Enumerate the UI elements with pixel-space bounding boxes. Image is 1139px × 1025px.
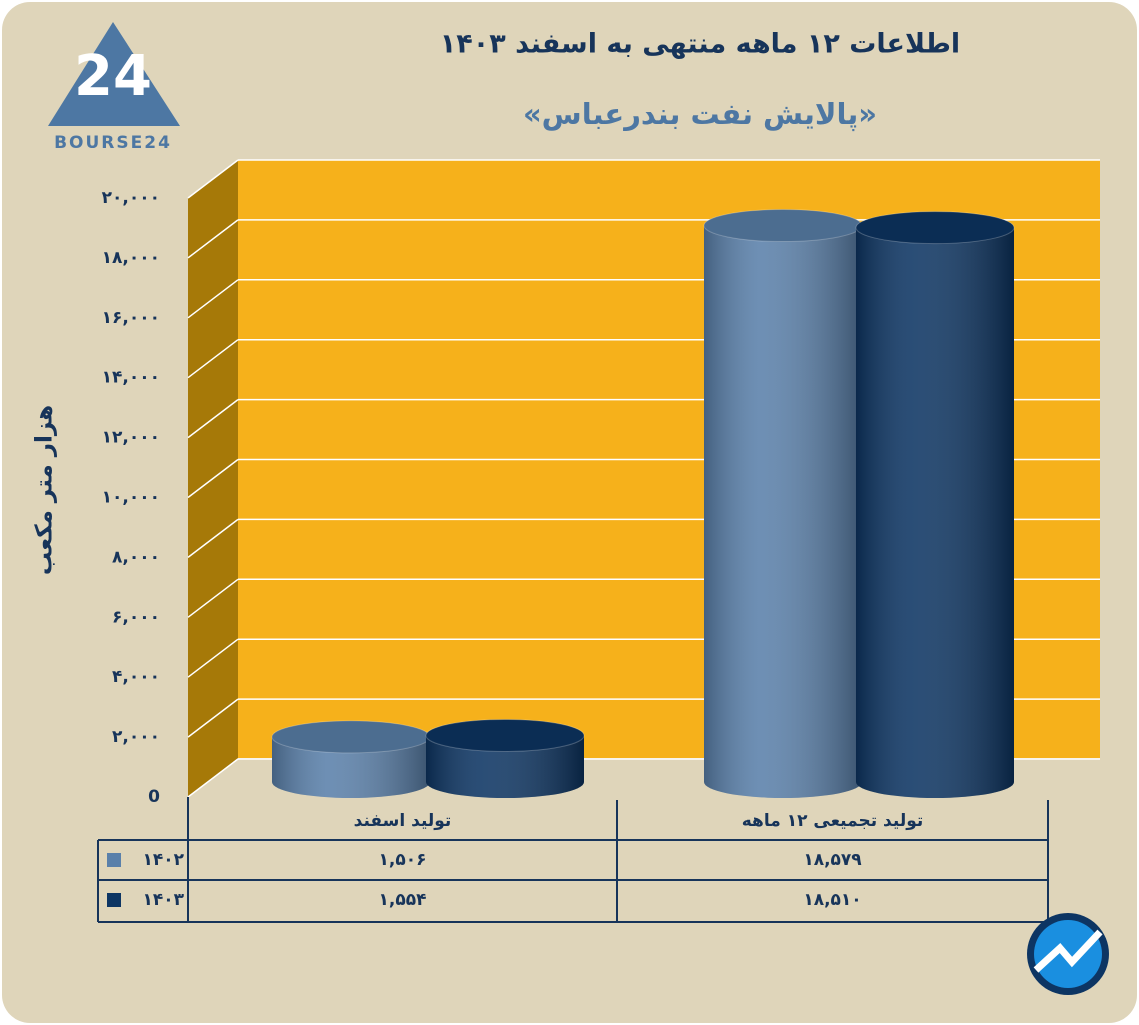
cylinder-shade [272,736,430,798]
side-grid-line [187,698,239,738]
legend-swatch [107,893,121,907]
legend-label: ۱۴۰۳ [142,890,184,910]
x-tick-label: تولید تجمیعی ۱۲ ماهه [742,811,924,831]
logo: 24 BOURSE24 [48,22,180,153]
cylinder-shade [856,227,1014,799]
side-grid-line [187,219,239,259]
side-grid-line [187,758,239,798]
legend-swatch [107,853,121,867]
data-table [97,797,1049,923]
value-label: ۱۸,۵۷۹ [803,850,862,870]
side-grid-line [187,339,239,379]
y-tick-label: ۱۰,۰۰۰ [102,488,160,508]
cylinder-shade [704,225,862,798]
x-tick-label: تولید اسفند [354,811,452,831]
value-label: ۱۸,۵۱۰ [803,890,861,910]
y-tick-label: ۲۰,۰۰۰ [102,188,160,208]
cylinder-top-shade [704,209,862,242]
y-tick-label: ۶,۰۰۰ [112,607,160,627]
svg-text:24: 24 [74,44,152,109]
cylinder-top-shade [272,720,430,753]
y-tick-label: ۱۴,۰۰۰ [102,368,160,388]
value-label: ۱,۵۰۶ [379,850,427,870]
value-label: ۱,۵۵۴ [379,890,427,910]
side-grid-line [187,458,239,499]
side-grid-line [187,399,239,439]
side-grid-line [187,638,239,678]
y-tick-label: ۲,۰۰۰ [112,727,160,747]
corner-logo [1027,913,1109,995]
y-tick-label: 0 [148,787,160,807]
y-tick-label: ۱۶,۰۰۰ [102,308,160,328]
cylinder-top-shade [426,719,584,752]
side-grid-line [187,279,239,319]
side-grid-line [187,159,239,199]
cylinder-top [425,718,585,752]
cylinder-top [855,211,1015,245]
y-tick-label: ۴,۰۰۰ [112,667,160,687]
chart-subtitle: «پالایش نفت بندرعباس» [523,97,877,132]
chart-title: اطلاعات ۱۲ ماهه منتهی به اسفند ۱۴۰۳ [440,29,960,60]
logo-text: BOURSE24 [54,133,172,153]
legend-label: ۱۴۰۲ [142,850,184,870]
side-grid-line [187,578,239,618]
y-tick-label: ۸,۰۰۰ [112,547,160,567]
side-grid-line [187,518,239,558]
y-axis-label: هزار متر مکعب [32,405,58,575]
y-tick-label: ۱۸,۰۰۰ [102,248,160,268]
y-tick-label: ۱۲,۰۰۰ [102,428,160,448]
cylinder-shade [426,735,584,798]
cylinder-top-shade [856,211,1014,244]
